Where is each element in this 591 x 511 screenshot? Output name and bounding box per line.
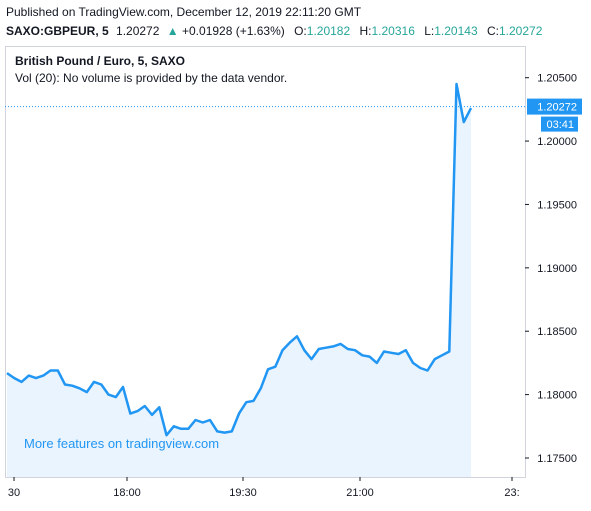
countdown-label: 03:41 — [546, 119, 574, 131]
last-price-badge: 1.20272 03:41 — [527, 98, 582, 132]
open-value: 1.20182 — [306, 24, 351, 38]
x-axis[interactable]: 30 18:00 19:30 21:00 23: — [8, 477, 520, 499]
high-label: H: — [359, 24, 372, 38]
high-value: 1.20316 — [371, 24, 415, 38]
area-fill — [7, 84, 471, 477]
y-tick-label: 1.20500 — [537, 73, 577, 85]
y-tick-label: 1.17500 — [537, 453, 577, 465]
watermark-link[interactable]: More features on tradingview.com — [24, 436, 220, 451]
published-info: Published on TradingView.com, December 1… — [6, 5, 362, 19]
x-tick-label: 23: — [504, 487, 519, 499]
y-tick-label: 1.20000 — [537, 136, 577, 148]
y-tick-label: 1.18000 — [537, 390, 577, 402]
ohlc-line: SAXO:GBPEUR, 5 1.20272 ▲ +0.01928 (+1.63… — [6, 24, 542, 38]
x-tick-label: 21:00 — [346, 487, 374, 499]
price-line-group — [6, 82, 473, 437]
series-legend[interactable]: British Pound / Euro, 5, SAXO — [15, 54, 186, 68]
symbol-label: SAXO:GBPEUR, 5 — [6, 24, 109, 38]
countdown-badge-box — [541, 116, 578, 132]
x-tick-label: 19:30 — [229, 487, 257, 499]
change-arrow-icon: ▲ — [166, 24, 179, 38]
volume-legend[interactable]: Vol (20): No volume is provided by the d… — [15, 71, 288, 85]
x-tick-label: 18:00 — [113, 487, 141, 499]
last-price-badge-label: 1.20272 — [537, 102, 577, 114]
area-fill-group — [7, 84, 471, 477]
y-axis[interactable]: 1.20500 1.20000 1.19500 1.19000 1.18500 1.180… — [525, 73, 577, 465]
y-tick-label: 1.18500 — [537, 326, 577, 338]
close-value: 1.20272 — [498, 24, 543, 38]
last-price-badge-box — [527, 98, 582, 115]
last-price: 1.20272 — [116, 24, 160, 38]
close-label: C: — [486, 24, 499, 38]
y-tick-label: 1.19500 — [537, 199, 577, 211]
x-tick-label: 30 — [8, 487, 20, 499]
low-value: 1.20143 — [434, 24, 478, 38]
chart-header: Published on TradingView.com, December 1… — [0, 0, 591, 46]
plot-area[interactable] — [5, 46, 526, 478]
change-value: +0.01928 (+1.63%) — [182, 24, 285, 38]
low-label: L: — [424, 24, 435, 38]
open-label: O: — [294, 24, 307, 38]
y-tick-label: 1.19000 — [537, 263, 577, 275]
price-line[interactable] — [6, 82, 473, 437]
